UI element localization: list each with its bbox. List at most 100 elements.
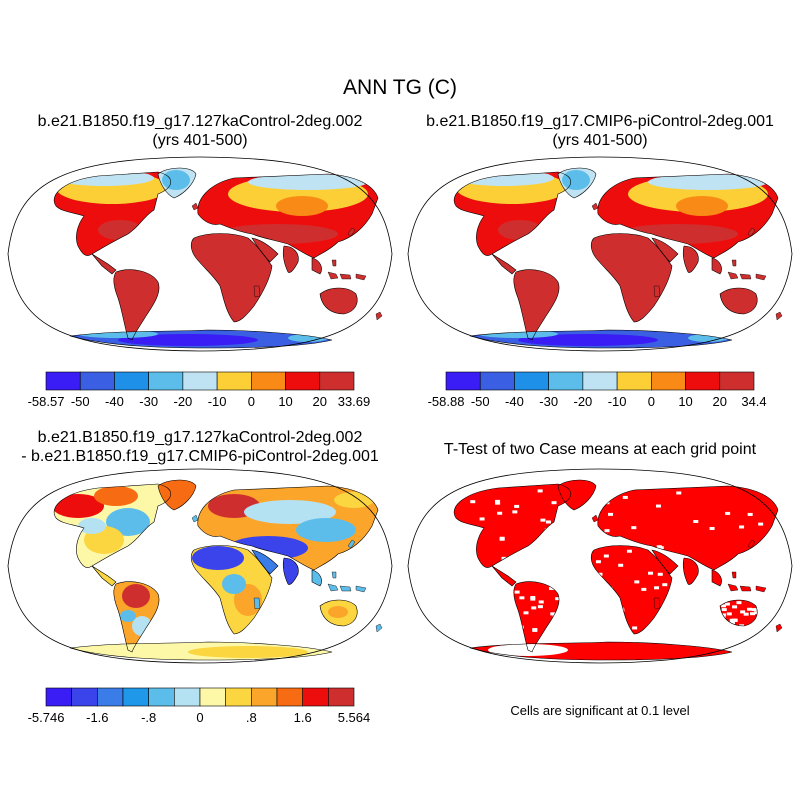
insignificant-cell: [618, 563, 624, 567]
coastline-seas: [311, 257, 322, 275]
insignificant-cell: [754, 611, 758, 615]
insignificant-cell: [632, 626, 638, 630]
colorbar-label: .8: [246, 710, 257, 725]
island: [653, 285, 661, 298]
island: [331, 259, 337, 267]
colorbar-box: [616, 371, 652, 391]
anomaly-patch: [328, 606, 348, 618]
insignificant-cell: [495, 499, 501, 503]
insignificant-cell: [540, 518, 546, 522]
insignificant-cell: [739, 525, 745, 529]
colorbar-label: -58.57: [28, 394, 65, 409]
insignificant-cell: [654, 586, 660, 590]
colorbar-label: -58.88: [428, 394, 465, 409]
insignificant-cell: [740, 610, 746, 614]
insignificant-cell: [512, 510, 518, 514]
colorbar-box: [548, 371, 584, 391]
region-seas: [712, 570, 722, 586]
region-ind: [683, 558, 699, 585]
significance-note: Cells are significant at 0.1 level: [510, 703, 690, 718]
coastline-eur: [597, 173, 779, 259]
insignificant-cell: [747, 512, 753, 516]
coastline-afr: [590, 233, 673, 323]
insignificant-cell: [676, 491, 682, 495]
island: [747, 227, 756, 237]
insignificant-cell: [656, 545, 662, 549]
region-aus: [720, 600, 758, 626]
insignificant-cell: [739, 624, 745, 626]
island: [339, 273, 352, 280]
region-seas: [312, 570, 322, 586]
colorbar-box: [97, 687, 124, 707]
insignificant-cell: [657, 572, 663, 576]
anomaly-patch: [562, 170, 590, 190]
coastlines: [453, 167, 779, 349]
insignificant-cell: [530, 597, 536, 601]
insignificant-cell: [595, 560, 601, 564]
panel-1-title-line2: (yrs 401-500): [152, 132, 248, 149]
insignificant-cell: [537, 605, 543, 609]
anomaly-patch: [120, 610, 136, 622]
colorbar-label: 10: [278, 394, 292, 409]
colorbar-label: -50: [471, 394, 490, 409]
land-fill: [454, 168, 778, 348]
coastline-arb: [651, 237, 679, 263]
island: [731, 259, 737, 267]
region-sa: [513, 581, 560, 652]
coastline-afr: [590, 545, 673, 635]
colorbar-label: 20: [313, 394, 327, 409]
insignificant-cell: [514, 590, 520, 594]
panel-2-title-line2: (yrs 401-500): [552, 132, 648, 149]
globe-outline: [7, 156, 393, 352]
island: [727, 583, 739, 592]
insignificant-cell: [501, 556, 507, 560]
colorbar-label: 20: [713, 394, 727, 409]
insignificant-cell: [545, 520, 551, 524]
insignificant-cell: [750, 612, 756, 616]
coastline-afr: [190, 545, 273, 635]
colorbar-label: -5.746: [28, 710, 65, 725]
panel-3-title: b.e21.B1850.f19_g17.127kaControl-2deg.00…: [0, 428, 400, 466]
coastline-eur: [597, 485, 779, 571]
anomaly-patch: [192, 546, 244, 570]
anomaly-patch: [296, 518, 356, 542]
coastline-seas: [311, 569, 322, 587]
coastline-na: [453, 171, 572, 256]
region-cam: [492, 254, 516, 274]
insignificant-cell: [550, 612, 556, 616]
coastline-aus: [719, 599, 758, 627]
coastline-arb: [651, 549, 679, 575]
colorbar-127ka-control: -58.57 -50 -40 -30 -20 -10 0 10 20 33.69: [28, 371, 370, 409]
coastline-sa: [513, 581, 560, 653]
insignificant-cell: [470, 500, 476, 504]
island: [755, 273, 767, 281]
insignificant-cell: [743, 612, 749, 616]
insignificant-cell: [732, 618, 738, 622]
coastline-arb: [251, 237, 279, 263]
insignificant-cell: [729, 621, 735, 625]
colorbar-box: [182, 371, 218, 391]
colorbar-label: 0: [196, 710, 203, 725]
insignificant-cell: [747, 607, 753, 611]
insignificant-cell: [724, 602, 730, 606]
coastline-afr: [190, 233, 273, 323]
insignificant-cell: [634, 580, 640, 584]
colorbar-label: -40: [105, 394, 124, 409]
colorbar-box: [225, 687, 252, 707]
panel-4-title: T-Test of two Case means at each grid po…: [400, 440, 800, 459]
insignificant-cell: [721, 608, 727, 612]
insignificant-cell: [736, 601, 742, 605]
insignificant-cell: [555, 597, 560, 601]
coastline-gl: [557, 167, 597, 199]
colorbar-label: -10: [208, 394, 227, 409]
insignificant-cell: [523, 611, 529, 615]
colorbar-box: [651, 371, 686, 391]
insignificant-cell: [751, 608, 757, 612]
insignificant-cell: [549, 586, 555, 590]
colorbar-box: [251, 687, 278, 707]
island: [727, 271, 739, 280]
colorbar-box: [685, 371, 721, 391]
coastline-cam: [91, 253, 117, 275]
island: [339, 585, 352, 592]
colorbar-box: [582, 371, 618, 391]
